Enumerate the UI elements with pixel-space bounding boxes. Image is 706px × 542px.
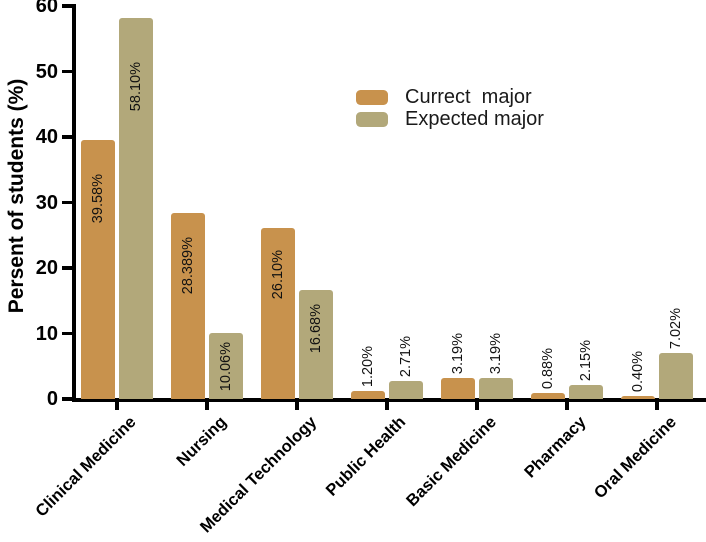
bar-expected-major — [209, 333, 243, 399]
legend-item-currect-major: Currect major — [356, 86, 544, 108]
category-label: Pharmacy — [521, 413, 590, 482]
bar-expected-major — [569, 384, 603, 399]
x-tick — [475, 402, 479, 410]
bar-value-label: 28.389% — [180, 237, 196, 295]
bar-value-label: 2.71% — [398, 336, 414, 378]
category-label: Public Health — [323, 413, 410, 500]
y-tick-label: 20 — [35, 257, 58, 279]
bar-value-label: 0.88% — [540, 348, 556, 390]
bar-expected-major — [389, 381, 423, 399]
y-tick — [62, 397, 72, 401]
currect-major-swatch — [356, 90, 388, 105]
bar-value-label: 3.19% — [450, 332, 466, 375]
expected-major-legend-label: Expected major — [405, 108, 544, 130]
x-tick — [295, 402, 299, 410]
expected-major-swatch — [356, 112, 388, 127]
legend: Currect major Expected major — [356, 86, 544, 134]
y-axis-line — [72, 4, 76, 402]
bar-expected-major — [659, 353, 693, 399]
x-tick — [115, 402, 119, 410]
x-tick — [655, 402, 659, 410]
bar-currect-major — [81, 139, 115, 399]
bar-value-label: 58.10% — [128, 62, 144, 112]
x-tick — [205, 402, 209, 410]
y-tick — [62, 266, 72, 270]
bar-expected-major — [299, 289, 333, 399]
bar-currect-major — [261, 228, 295, 399]
category-label: Nursing — [172, 413, 230, 470]
bar-currect-major — [351, 391, 385, 399]
y-tick — [62, 135, 72, 139]
y-tick — [62, 331, 72, 336]
bar-value-label: 26.10% — [270, 250, 286, 300]
bar-value-label: 0.40% — [630, 351, 646, 393]
bar-value-label: 10.06% — [218, 342, 234, 392]
bar-currect-major — [171, 213, 205, 399]
y-tick-label: 30 — [35, 191, 58, 214]
y-tick-label: 40 — [35, 126, 58, 148]
bar-value-label: 2.15% — [578, 339, 594, 381]
bar-currect-major — [441, 378, 475, 399]
bar-currect-major — [621, 396, 655, 399]
y-tick — [62, 69, 72, 74]
category-label: Clinical Medicine — [32, 413, 140, 521]
y-tick-label: 50 — [35, 60, 58, 83]
category-label: Basic Medicine — [402, 413, 500, 511]
y-tick-label: 60 — [35, 0, 58, 17]
x-tick — [385, 402, 389, 410]
bar-value-label: 1.20% — [360, 346, 376, 388]
bar-expected-major — [479, 378, 513, 399]
legend-item-expected-major: Expected major — [356, 108, 544, 130]
bar-expected-major — [119, 18, 153, 399]
y-tick — [62, 4, 72, 8]
bar-value-label: 39.58% — [90, 173, 106, 223]
y-tick — [62, 200, 72, 205]
category-label: Oral Medicine — [590, 413, 680, 503]
bar-value-label: 7.02% — [668, 307, 684, 350]
bar-value-label: 16.68% — [308, 303, 324, 353]
y-tick-label: 10 — [35, 322, 58, 345]
bar-value-label: 3.19% — [488, 332, 504, 375]
bar-currect-major — [531, 393, 565, 399]
x-axis-line — [72, 398, 706, 402]
x-tick — [565, 402, 569, 410]
currect-major-legend-label: Currect major — [405, 86, 532, 108]
y-tick-label: 0 — [46, 388, 58, 410]
